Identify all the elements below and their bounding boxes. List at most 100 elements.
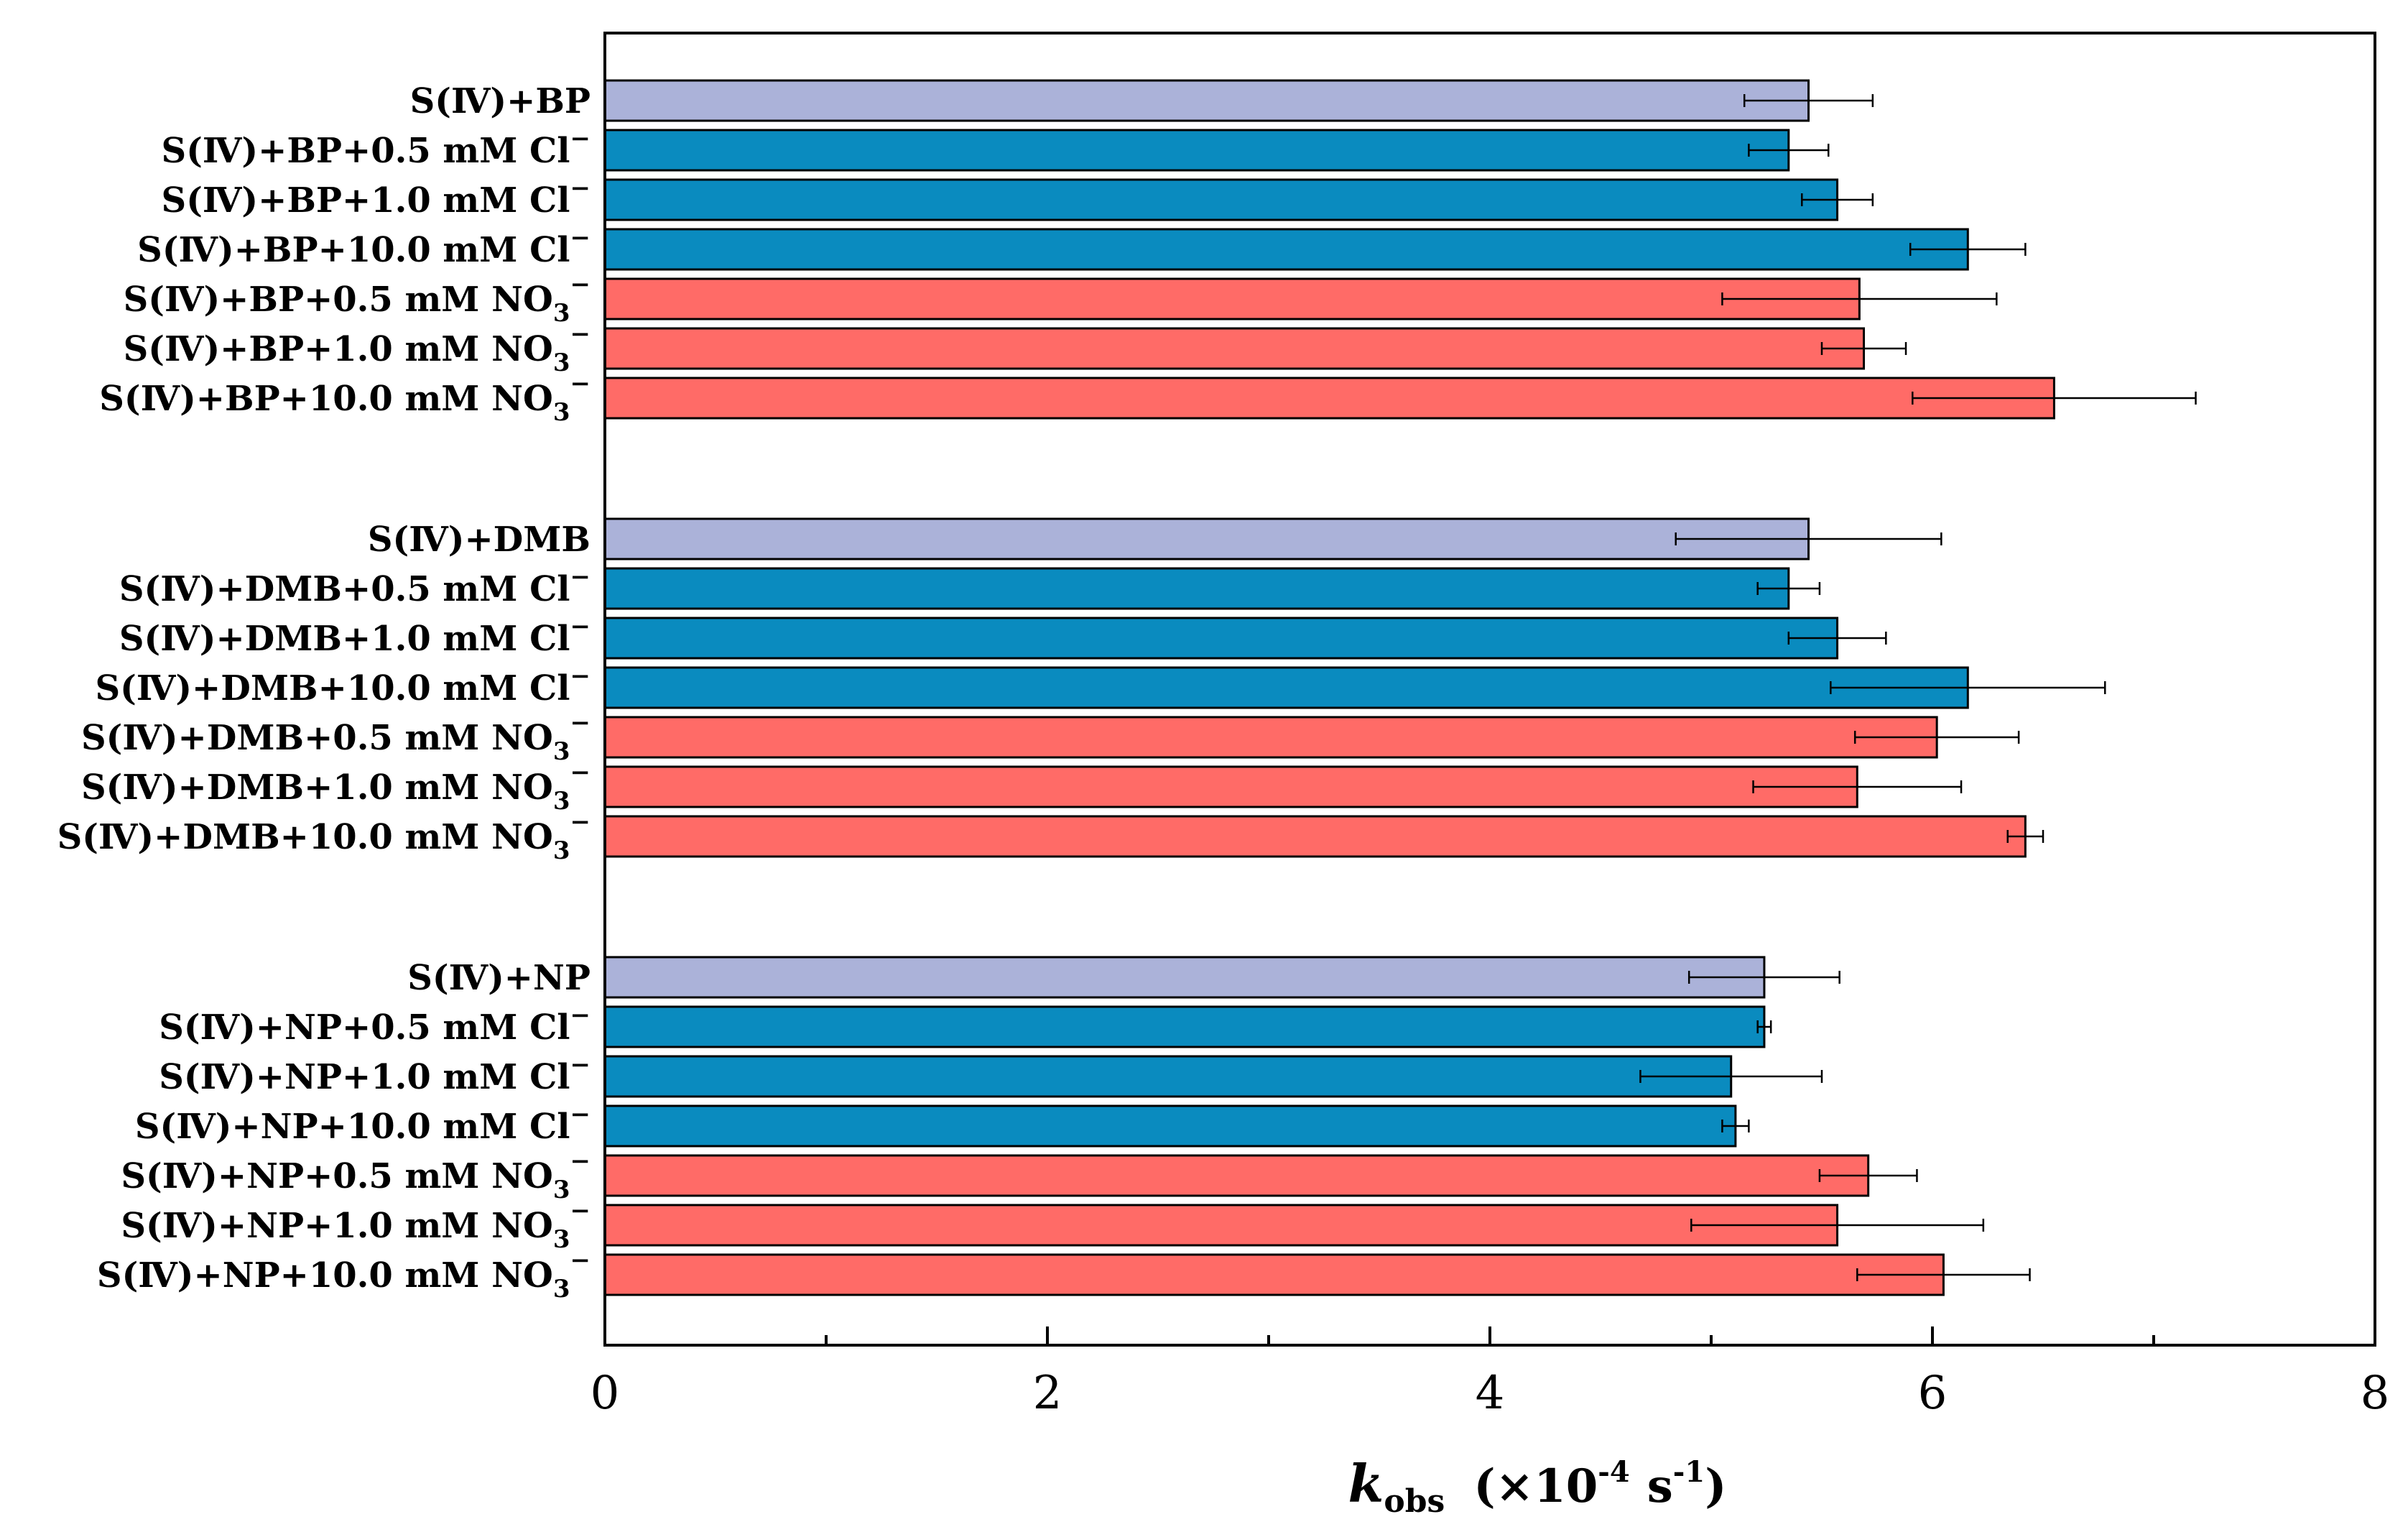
ion-subscript: 3 bbox=[553, 398, 570, 427]
ion-charge-sup: − bbox=[570, 369, 591, 398]
error-bar bbox=[1912, 392, 2197, 405]
category-label: S(Ⅳ)+BP+0.5 mM NO3− bbox=[124, 270, 591, 328]
bar-np-1 bbox=[603, 1005, 1766, 1048]
bar-bp-0 bbox=[603, 79, 1810, 122]
bar-dmb-1 bbox=[603, 567, 1790, 610]
x-axis-unit: s bbox=[1647, 1459, 1673, 1513]
ion-charge-sup: − bbox=[570, 709, 591, 737]
category-label-text: S(Ⅳ)+BP+10.0 mM NO bbox=[99, 379, 553, 419]
bar-np-2 bbox=[603, 1055, 1733, 1098]
error-bar bbox=[1756, 1020, 1772, 1033]
error-bar bbox=[1748, 144, 1830, 157]
error-bar bbox=[1856, 1268, 2031, 1281]
category-label-text: S(Ⅳ)+NP+0.5 mM NO bbox=[121, 1156, 553, 1196]
ion-charge-sup: − bbox=[570, 1051, 591, 1079]
ion-subscript: 3 bbox=[553, 737, 570, 766]
x-axis-subscript: obs bbox=[1384, 1483, 1445, 1520]
category-label: S(Ⅳ)+DMB+10.0 mM Cl− bbox=[95, 662, 591, 709]
category-label: S(Ⅳ)+BP+10.0 mM NO3− bbox=[99, 369, 591, 427]
ion-subscript: 3 bbox=[553, 349, 570, 377]
error-bar bbox=[1721, 1120, 1750, 1132]
category-label: S(Ⅳ)+DMB+1.0 mM NO3− bbox=[81, 758, 591, 816]
bar-np-5 bbox=[603, 1204, 1839, 1247]
category-label: S(Ⅳ)+DMB+1.0 mM Cl− bbox=[119, 612, 591, 659]
error-bar bbox=[1721, 292, 1998, 305]
error-bar bbox=[1675, 532, 1942, 545]
category-label-text: S(Ⅳ)+DMB+1.0 mM NO bbox=[81, 767, 553, 808]
bar-dmb-5 bbox=[603, 765, 1858, 808]
x-tick-label: 2 bbox=[1033, 1367, 1062, 1420]
error-bar bbox=[1830, 681, 2106, 694]
category-label: S(Ⅳ)+NP+10.0 mM Cl− bbox=[135, 1100, 591, 1147]
bar-dmb-6 bbox=[603, 815, 2027, 858]
category-label: S(Ⅳ)+NP+1.0 mM NO3− bbox=[121, 1196, 591, 1254]
bar-np-0 bbox=[603, 956, 1766, 999]
category-labels-layer: S(Ⅳ)+BPS(Ⅳ)+BP+0.5 mM Cl−S(Ⅳ)+BP+1.0 mM … bbox=[57, 81, 591, 1303]
category-label: S(Ⅳ)+DMB+10.0 mM NO3− bbox=[57, 808, 591, 865]
category-label-text: S(Ⅳ)+BP+0.5 mM NO bbox=[124, 280, 553, 320]
bar-bp-4 bbox=[603, 277, 1861, 320]
bar-dmb-2 bbox=[603, 617, 1839, 660]
category-label: S(Ⅳ)+DMB bbox=[368, 520, 591, 560]
category-label-text: S(Ⅳ)+DMB+0.5 mM Cl bbox=[119, 569, 570, 609]
category-label-text: S(Ⅳ)+NP+10.0 mM Cl bbox=[135, 1107, 570, 1147]
ion-subscript: 3 bbox=[553, 1275, 570, 1303]
ion-charge-sup: − bbox=[570, 1246, 591, 1275]
category-label: S(Ⅳ)+NP+0.5 mM NO3− bbox=[121, 1147, 591, 1204]
error-bar bbox=[1690, 1219, 1985, 1232]
bar-bp-5 bbox=[603, 327, 1866, 370]
x-tick-label: 0 bbox=[591, 1367, 620, 1420]
ion-subscript: 3 bbox=[553, 787, 570, 816]
ion-charge-sup: − bbox=[570, 174, 591, 203]
category-label-text: S(Ⅳ)+DMB+10.0 mM NO bbox=[57, 817, 553, 857]
ion-subscript: 3 bbox=[553, 1176, 570, 1204]
category-label: S(Ⅳ)+BP bbox=[410, 81, 591, 121]
error-bar bbox=[1853, 731, 2020, 744]
ion-charge-sup: − bbox=[570, 1100, 591, 1129]
x-axis-title: kobs (×10-4 s-1) bbox=[1348, 1453, 1727, 1520]
ion-charge-sup: − bbox=[570, 320, 591, 349]
ion-charge-sup: − bbox=[570, 1196, 591, 1225]
x-tick-label: 4 bbox=[1476, 1367, 1505, 1420]
category-label-text: S(Ⅳ)+DMB+10.0 mM Cl bbox=[95, 668, 570, 709]
ion-charge-sup: − bbox=[570, 1001, 591, 1030]
category-label: S(Ⅳ)+NP+0.5 mM Cl− bbox=[159, 1001, 591, 1048]
error-bar bbox=[1787, 632, 1887, 645]
x-axis: 0 2 4 6 8 bbox=[591, 1326, 2389, 1420]
ion-charge-sup: − bbox=[570, 223, 591, 252]
bar-np-3 bbox=[603, 1104, 1737, 1148]
category-label: S(Ⅳ)+NP+1.0 mM Cl− bbox=[159, 1051, 591, 1097]
x-axis-exponent: -4 bbox=[1598, 1455, 1629, 1489]
error-bar bbox=[1743, 94, 1874, 107]
ion-charge-sup: − bbox=[570, 662, 591, 691]
category-label: S(Ⅳ)+DMB+0.5 mM NO3− bbox=[81, 709, 591, 766]
ion-charge-sup: − bbox=[570, 808, 591, 836]
ion-charge-sup: − bbox=[570, 124, 591, 153]
error-bar bbox=[1756, 582, 1821, 595]
category-label-text: S(Ⅳ)+BP+1.0 mM NO bbox=[124, 329, 553, 369]
bar-bp-6 bbox=[603, 377, 2055, 420]
x-tick-label: 6 bbox=[1918, 1367, 1948, 1420]
bar-np-6 bbox=[603, 1253, 1945, 1296]
bar-bp-2 bbox=[603, 178, 1839, 221]
ion-subscript: 3 bbox=[553, 1225, 570, 1254]
category-label-text: S(Ⅳ)+DMB bbox=[368, 520, 591, 560]
error-bar bbox=[1801, 193, 1874, 206]
category-label: S(Ⅳ)+BP+0.5 mM Cl− bbox=[162, 124, 591, 171]
ion-charge-sup: − bbox=[570, 758, 591, 787]
bar-np-4 bbox=[603, 1154, 1870, 1197]
bar-dmb-4 bbox=[603, 716, 1938, 759]
category-label: S(Ⅳ)+NP bbox=[407, 958, 591, 998]
category-label-text: S(Ⅳ)+DMB+1.0 mM Cl bbox=[119, 619, 570, 659]
category-label-text: S(Ⅳ)+NP+1.0 mM NO bbox=[121, 1206, 553, 1246]
category-label-text: S(Ⅳ)+BP+0.5 mM Cl bbox=[162, 131, 570, 171]
error-bar bbox=[1909, 243, 2027, 256]
plot-frame bbox=[603, 32, 2376, 1347]
category-label: S(Ⅳ)+BP+1.0 mM Cl− bbox=[162, 174, 591, 221]
error-bar bbox=[1818, 1169, 1918, 1182]
error-bar bbox=[2006, 830, 2045, 843]
category-label-text: S(Ⅳ)+BP+1.0 mM Cl bbox=[162, 180, 570, 221]
error-bar bbox=[1752, 780, 1963, 793]
category-label: S(Ⅳ)+BP+1.0 mM NO3− bbox=[124, 320, 591, 377]
